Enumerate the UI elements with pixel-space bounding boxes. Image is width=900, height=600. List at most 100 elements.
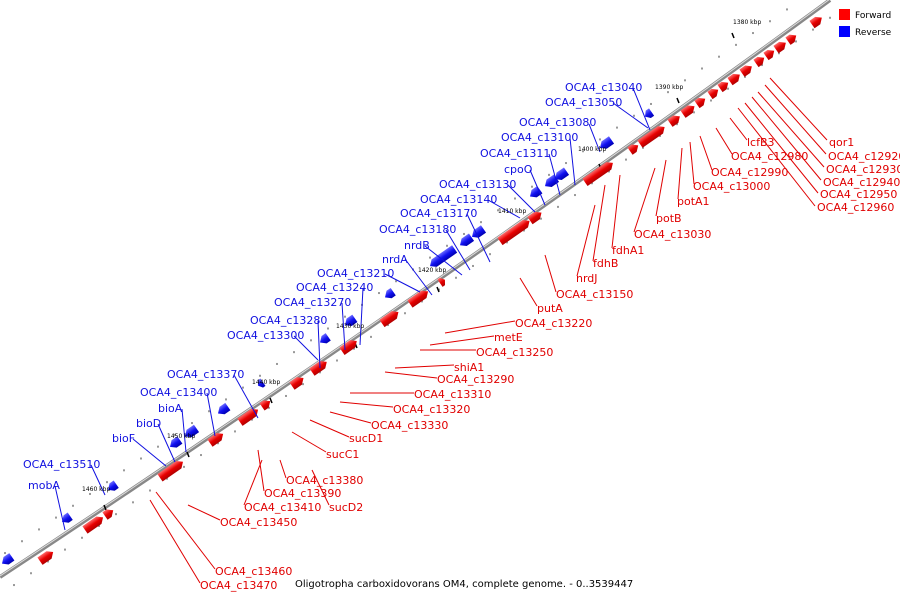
gene-label-forward[interactable]: fdhB <box>593 257 618 270</box>
gene-label-forward[interactable]: nrdJ <box>576 272 598 285</box>
leader-line <box>90 464 106 496</box>
gene-label-reverse[interactable]: OCA4_c13130 <box>439 178 516 191</box>
gene-label-forward[interactable]: OCA4_c13250 <box>476 346 553 359</box>
gene-label-reverse[interactable]: OCA4_c13140 <box>420 193 497 206</box>
track-dot <box>55 516 57 519</box>
track-dot <box>421 300 423 303</box>
track-dot <box>446 244 448 247</box>
gene-label-reverse[interactable]: OCA4_c13240 <box>296 281 373 294</box>
gene-label-reverse[interactable]: OCA4_c13400 <box>140 386 217 399</box>
gene-label-reverse[interactable]: OCA4_c13180 <box>379 223 456 236</box>
gene-label-forward[interactable]: OCA4_c13390 <box>264 487 341 500</box>
gene-label-reverse[interactable]: OCA4_c13270 <box>274 296 351 309</box>
forward-gene-arrow <box>763 49 775 61</box>
reverse-gene-arrow <box>472 225 487 238</box>
gene-label-reverse[interactable]: OCA4_c13370 <box>167 368 244 381</box>
reverse-gene-arrow <box>530 186 543 198</box>
gene-label-forward[interactable]: OCA4_c13470 <box>200 579 277 592</box>
forward-gene <box>339 340 357 355</box>
gene-label-reverse[interactable]: nrdA <box>382 253 408 266</box>
track-dot <box>659 134 661 137</box>
gene-label-reverse[interactable]: bioA <box>158 402 183 415</box>
gene-label-forward[interactable]: fdhA1 <box>612 244 644 257</box>
reverse-gene <box>170 436 183 448</box>
gene-label-reverse[interactable]: OCA4_c13110 <box>480 147 557 160</box>
kbp-tick-mark <box>436 286 440 293</box>
gene-label-forward[interactable]: potB <box>656 212 682 225</box>
gene-label-forward[interactable]: OCA4_c13320 <box>393 403 470 416</box>
tick-label: 1440 kbp <box>252 379 280 386</box>
track-dot <box>174 433 176 436</box>
gene-label-forward[interactable]: OCA4_c12930 <box>826 163 900 176</box>
gene-label-forward[interactable]: OCA4_c13330 <box>371 419 448 432</box>
gene-label-forward[interactable]: putA <box>537 302 563 315</box>
gene-label-reverse[interactable]: nrdB <box>404 239 430 252</box>
reverse-gene <box>530 186 543 198</box>
gene-label-forward[interactable]: shiA1 <box>454 361 484 374</box>
gene-label-forward[interactable]: OCA4_c12960 <box>817 201 894 214</box>
gene-label-forward[interactable]: sucD1 <box>349 432 383 445</box>
forward-gene-arrow <box>102 509 114 520</box>
gene-label-forward[interactable]: OCA4_c13220 <box>515 317 592 330</box>
gene-label-reverse[interactable]: bioD <box>136 417 161 430</box>
gene-label-forward[interactable]: OCA4_c13290 <box>437 373 514 386</box>
reverse-gene-arrow <box>430 245 458 267</box>
forward-gene-arrow <box>627 144 639 155</box>
reverse-gene <box>600 136 615 149</box>
gene-label-reverse[interactable]: OCA4_c13210 <box>317 267 394 280</box>
gene-label-forward[interactable]: OCA4_c13030 <box>634 228 711 241</box>
gene-label-reverse[interactable]: mobA <box>28 479 60 492</box>
gene-features <box>2 16 822 565</box>
gene-label-reverse[interactable]: bioF <box>112 432 135 445</box>
track-dot <box>480 221 482 224</box>
gene-label-forward[interactable]: OCA4_c13460 <box>215 565 292 578</box>
reverse-gene-arrow <box>345 314 358 327</box>
gene-label-forward[interactable]: potA1 <box>677 195 710 208</box>
gene-label-reverse[interactable]: OCA4_c13040 <box>565 81 642 94</box>
track-dot <box>710 99 712 102</box>
gene-label-reverse[interactable]: OCA4_c13280 <box>250 314 327 327</box>
gene-label-forward[interactable]: OCA4_c13450 <box>220 516 297 529</box>
gene-label-forward[interactable]: metE <box>494 331 523 344</box>
gene-label-forward[interactable]: lcfB3 <box>747 136 775 149</box>
gene-label-reverse[interactable]: OCA4_c13100 <box>501 131 578 144</box>
gene-label-forward[interactable]: OCA4_c12990 <box>711 166 788 179</box>
track-dot <box>497 209 499 212</box>
track-dot <box>565 162 567 165</box>
leader-line <box>317 320 321 369</box>
tick-label: 1430 kbp <box>336 323 364 330</box>
track-dot <box>735 43 737 46</box>
genome-caption: Oligotropha carboxidovorans OM4, complet… <box>295 579 633 590</box>
gene-label-forward[interactable]: OCA4_c13310 <box>414 388 491 401</box>
track-dot <box>387 324 389 327</box>
gene-label-reverse[interactable]: OCA4_c13170 <box>400 207 477 220</box>
leader-line <box>487 199 521 219</box>
gene-label-forward[interactable]: OCA4_c12950 <box>820 188 897 201</box>
leader-line <box>769 77 828 141</box>
gene-label-forward[interactable]: sucC1 <box>326 448 359 461</box>
leader-line <box>54 485 66 531</box>
track-dot <box>591 182 593 185</box>
gene-label-reverse[interactable]: OCA4_c13050 <box>545 96 622 109</box>
gene-label-forward[interactable]: OCA4_c13410 <box>244 501 321 514</box>
gene-label-forward[interactable]: OCA4_c13150 <box>556 288 633 301</box>
gene-label-forward[interactable]: OCA4_c13380 <box>286 474 363 487</box>
gene-label-forward[interactable]: OCA4_c12980 <box>731 150 808 163</box>
gene-label-forward[interactable]: OCA4_c12920 <box>828 150 900 163</box>
forward-gene-arrow <box>207 433 224 447</box>
gene-label-reverse[interactable]: OCA4_c13080 <box>519 116 596 129</box>
gene-label-reverse[interactable]: OCA4_c13300 <box>227 329 304 342</box>
gene-label-forward[interactable]: sucD2 <box>329 501 363 514</box>
gene-label-forward[interactable]: OCA4_c12940 <box>823 176 900 189</box>
track-dot <box>191 422 193 425</box>
track-dot <box>693 111 695 114</box>
leader-line <box>404 258 433 296</box>
reverse-gene <box>62 512 73 523</box>
gene-label-reverse[interactable]: cpoO <box>504 163 533 176</box>
track-dot <box>183 465 185 468</box>
track-dot <box>123 469 125 472</box>
gene-label-forward[interactable]: OCA4_c13000 <box>693 180 770 193</box>
gene-label-reverse[interactable]: OCA4_c13510 <box>23 458 100 471</box>
gene-label-forward[interactable]: qor1 <box>829 136 854 149</box>
reverse-gene-arrow <box>645 108 655 119</box>
